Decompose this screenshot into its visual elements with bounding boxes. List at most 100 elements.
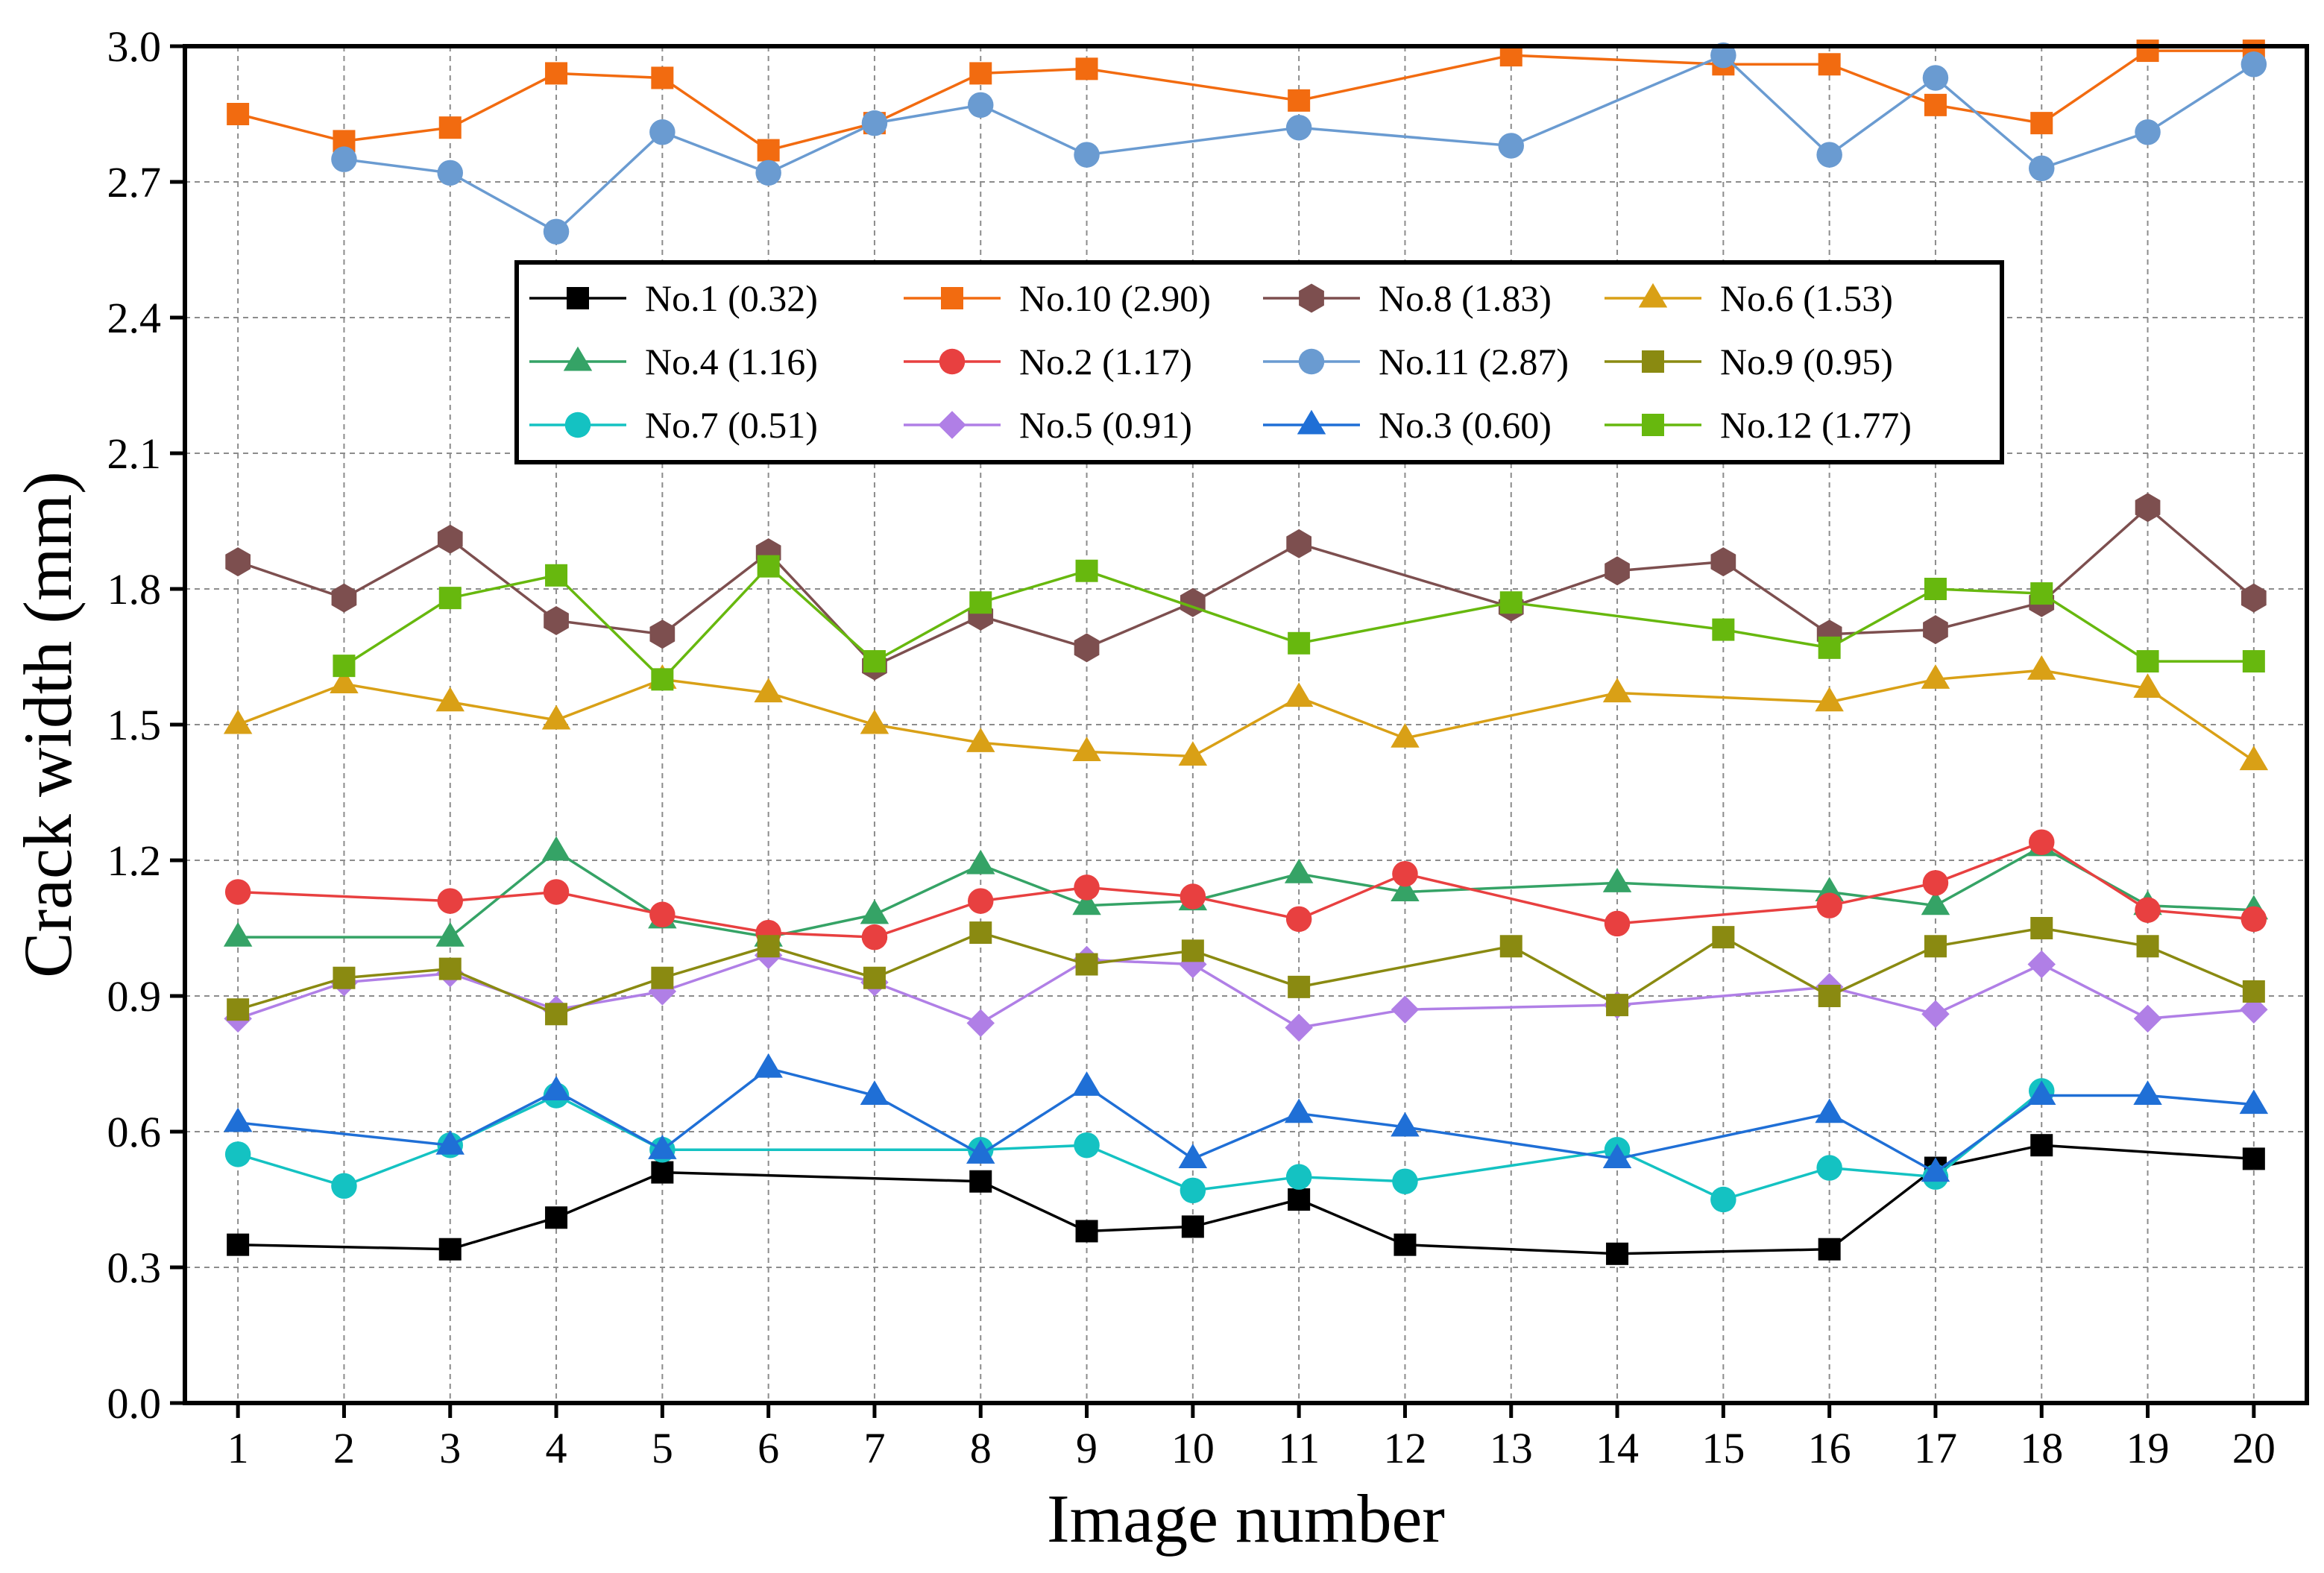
data-point: [966, 1139, 995, 1164]
data-point: [1288, 975, 1311, 998]
series-group: [227, 1134, 2265, 1265]
data-point: [1181, 939, 1204, 962]
data-point: [331, 146, 357, 172]
data-point: [331, 583, 357, 613]
y-axis-title: Crack width (mm): [10, 471, 86, 978]
legend-label: No.11 (2.87): [1379, 341, 1569, 382]
data-point: [2135, 119, 2161, 145]
data-point: [1921, 664, 1950, 689]
legend-label: No.9 (0.95): [1720, 341, 1893, 382]
data-point: [969, 921, 992, 945]
x-tick-label: 9: [1076, 1424, 1098, 1472]
data-point: [863, 650, 886, 673]
data-point: [2240, 906, 2267, 933]
data-point: [1818, 1238, 1841, 1261]
data-point: [545, 1003, 568, 1026]
legend-label: No.5 (0.91): [1019, 404, 1192, 446]
data-point: [2027, 950, 2056, 979]
data-point: [2133, 1004, 2162, 1033]
series-group: [331, 42, 2267, 245]
legend-marker: [941, 287, 963, 309]
data-point: [1285, 1164, 1312, 1190]
data-point: [1285, 114, 1312, 141]
y-tick-label: 1.5: [107, 701, 162, 749]
data-point: [438, 1238, 462, 1261]
data-point: [2136, 650, 2159, 673]
data-point: [2135, 493, 2161, 523]
series-group: [333, 555, 2265, 691]
data-point: [1391, 722, 1420, 748]
data-point: [2030, 582, 2053, 605]
data-point: [1924, 935, 1947, 958]
data-point: [545, 564, 568, 587]
data-point: [1072, 737, 1101, 761]
series-group: [223, 1053, 2269, 1182]
data-point: [1602, 1144, 1632, 1168]
y-tick-label: 2.1: [107, 429, 162, 478]
data-point: [2242, 1147, 2265, 1170]
legend-marker: [939, 348, 966, 375]
y-tick-label: 0.3: [107, 1243, 162, 1292]
data-point: [860, 1080, 889, 1106]
data-point: [1712, 618, 1735, 641]
x-tick-label: 3: [439, 1424, 461, 1472]
x-tick-label: 15: [1701, 1424, 1745, 1472]
data-point: [1074, 874, 1100, 901]
x-tick-label: 6: [758, 1424, 779, 1472]
data-point: [1602, 868, 1632, 892]
data-point: [1922, 65, 1949, 91]
series-line: [344, 54, 2255, 233]
data-point: [1075, 559, 1098, 582]
data-point: [966, 849, 995, 874]
data-point: [1815, 1098, 1844, 1123]
data-point: [1074, 633, 1100, 663]
data-point: [2136, 40, 2159, 63]
data-point: [541, 704, 571, 730]
x-axis-ticks: 1 2 3 4 5 6 7 8 9 10 11 12 13 14 15 16 17 18 19 20: [227, 1403, 2276, 1472]
data-point: [225, 547, 251, 577]
data-point: [1178, 741, 1208, 766]
x-tick-label: 1: [227, 1424, 249, 1472]
series-line: [237, 669, 2255, 762]
x-tick-label: 7: [863, 1424, 885, 1472]
data-point: [969, 591, 992, 614]
data-point: [2027, 1080, 2056, 1106]
data-point: [1284, 858, 1314, 883]
data-point: [757, 139, 780, 162]
data-point: [333, 966, 356, 989]
legend-label: No.2 (1.17): [1019, 341, 1192, 382]
y-tick-label: 0.9: [107, 972, 162, 1021]
y-tick-label: 3.0: [107, 22, 162, 71]
data-point: [224, 879, 251, 905]
data-point: [1921, 890, 1950, 915]
data-point: [1288, 1188, 1311, 1211]
data-point: [1391, 1112, 1420, 1137]
data-point: [438, 116, 462, 139]
x-tick-label: 14: [1596, 1424, 1639, 1472]
y-tick-label: 0.6: [107, 1108, 162, 1156]
data-point: [651, 668, 674, 691]
data-point: [1499, 591, 1522, 614]
data-point: [863, 966, 886, 989]
x-axis-title: Image number: [1047, 1481, 1445, 1557]
data-point: [543, 879, 570, 905]
data-point: [1816, 142, 1842, 168]
data-point: [1922, 870, 1949, 896]
data-point: [333, 655, 356, 678]
data-point: [2133, 1080, 2162, 1106]
legend-label: No.12 (1.77): [1720, 404, 1912, 446]
data-point: [227, 998, 250, 1021]
data-point: [1284, 682, 1314, 707]
data-point: [541, 1076, 571, 1100]
data-point: [968, 888, 994, 914]
data-point: [1604, 910, 1631, 937]
data-point: [861, 924, 888, 951]
data-point: [1284, 1098, 1314, 1123]
data-point: [1606, 1242, 1629, 1265]
data-point: [438, 957, 462, 980]
x-tick-label: 2: [333, 1424, 355, 1472]
data-point: [2030, 917, 2053, 939]
data-point: [541, 836, 571, 861]
data-point: [1924, 93, 1947, 116]
